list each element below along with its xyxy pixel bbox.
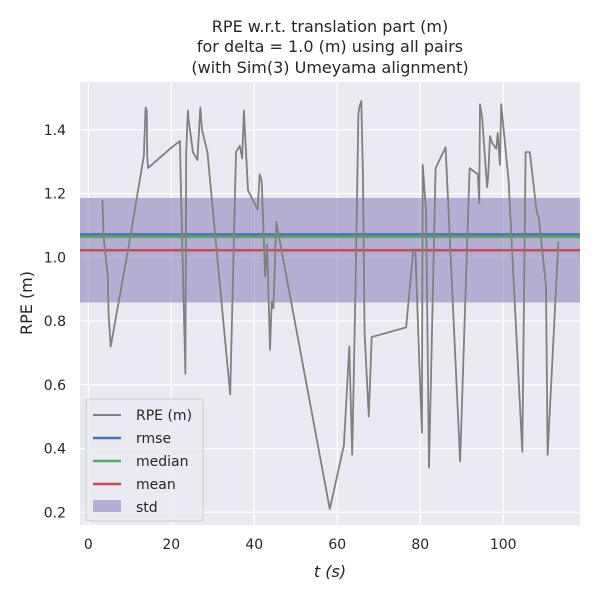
x-tick-label: 100	[490, 537, 517, 553]
x-tick-label: 40	[245, 537, 263, 553]
stat-lines-layer	[80, 233, 580, 252]
legend: RPE (m) rmse median mean std	[85, 398, 204, 522]
chart-title-line-2: for delta = 1.0 (m) using all pairs	[197, 37, 463, 56]
y-tick-label: 0.4	[44, 442, 66, 458]
legend-label-median: median	[136, 454, 188, 470]
y-tick-label: 0.6	[44, 378, 66, 394]
legend-label-mean: mean	[136, 477, 176, 493]
rpe-series-layer	[101, 100, 560, 511]
chart-title-line-1: RPE w.r.t. translation part (m)	[212, 17, 448, 36]
rpe-series-line	[101, 100, 560, 511]
x-tick-label: 20	[162, 537, 180, 553]
y-axis-label: RPE (m)	[17, 271, 36, 335]
y-tick-label: 0.8	[44, 314, 66, 330]
legend-label-rpe: RPE (m)	[136, 408, 192, 424]
legend-label-rmse: rmse	[136, 431, 171, 447]
x-tick-label: 0	[84, 537, 93, 553]
y-tick-label: 1.2	[44, 187, 66, 203]
tick-labels: 0 20 40 60 80 100 0.2 0.4 0.6 0.8 1.0 1.2 1.4	[44, 123, 517, 553]
legend-label-std: std	[136, 500, 158, 516]
legend-swatch-std	[93, 500, 121, 512]
y-tick-label: 0.2	[44, 505, 66, 521]
x-tick-label: 80	[411, 537, 429, 553]
chart-title: RPE w.r.t. translation part (m) for delt…	[191, 17, 468, 77]
y-tick-label: 1.4	[44, 123, 66, 139]
y-tick-label: 1.0	[44, 250, 66, 266]
chart-title-line-3: (with Sim(3) Umeyama alignment)	[191, 58, 468, 77]
x-axis-label: t (s)	[314, 562, 346, 581]
x-tick-label: 60	[328, 537, 346, 553]
legend-frame	[85, 398, 204, 522]
